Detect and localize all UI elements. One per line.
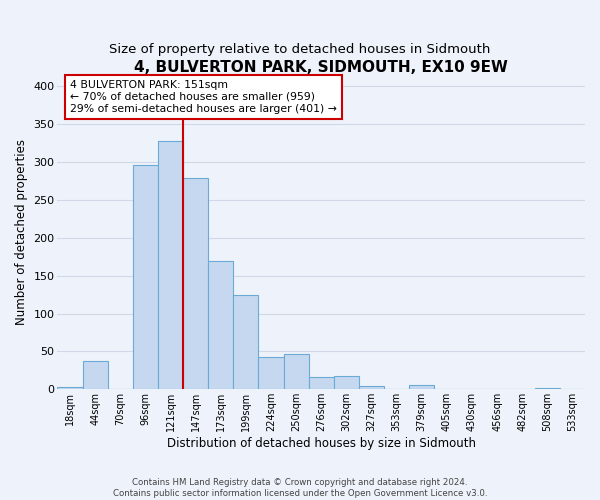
Bar — [183, 178, 208, 390]
Text: Contains HM Land Registry data © Crown copyright and database right 2024.
Contai: Contains HM Land Registry data © Crown c… — [113, 478, 487, 498]
Bar — [58, 387, 83, 390]
Bar — [133, 165, 158, 390]
Bar — [359, 386, 384, 390]
Bar — [334, 376, 359, 390]
Y-axis label: Number of detached properties: Number of detached properties — [15, 139, 28, 325]
Bar — [284, 354, 308, 390]
Text: 4 BULVERTON PARK: 151sqm
← 70% of detached houses are smaller (959)
29% of semi-: 4 BULVERTON PARK: 151sqm ← 70% of detach… — [70, 80, 337, 114]
Bar — [535, 388, 560, 390]
Bar — [233, 296, 259, 390]
Bar — [208, 262, 233, 390]
Title: 4, BULVERTON PARK, SIDMOUTH, EX10 9EW: 4, BULVERTON PARK, SIDMOUTH, EX10 9EW — [134, 60, 508, 75]
Bar — [259, 358, 284, 390]
Text: Size of property relative to detached houses in Sidmouth: Size of property relative to detached ho… — [109, 42, 491, 56]
Bar — [83, 362, 108, 390]
Bar — [409, 384, 434, 390]
Bar — [308, 377, 334, 390]
X-axis label: Distribution of detached houses by size in Sidmouth: Distribution of detached houses by size … — [167, 437, 476, 450]
Bar — [158, 141, 183, 390]
